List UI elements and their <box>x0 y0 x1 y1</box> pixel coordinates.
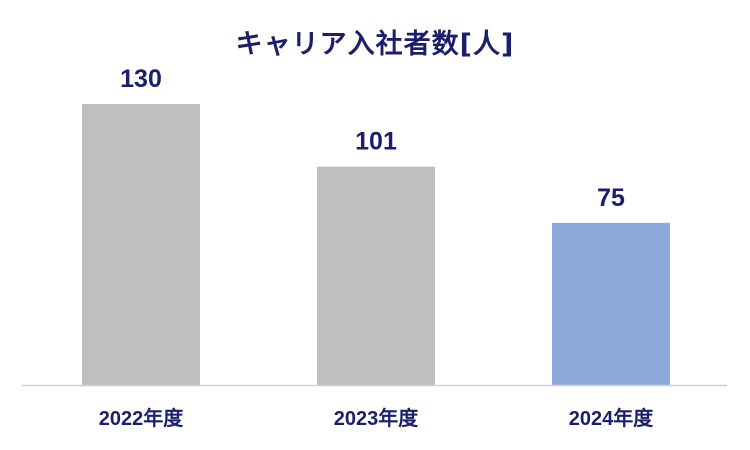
x-tick-label: 2023年度 <box>334 406 419 430</box>
bar-2023年度 <box>317 166 435 385</box>
bar-2024年度 <box>552 222 670 385</box>
chart-title: キャリア入社者数[人] <box>235 29 515 60</box>
labels-layer: 130 2022年度 101 2023年度 75 2024年度 <box>99 65 654 430</box>
data-label: 75 <box>597 184 625 212</box>
x-tick-label: 2022年度 <box>99 406 184 430</box>
bar-2022年度 <box>82 104 200 385</box>
data-label: 101 <box>355 128 397 156</box>
bars-layer <box>82 104 670 385</box>
data-label: 130 <box>120 65 162 93</box>
x-tick-label: 2024年度 <box>569 406 654 430</box>
